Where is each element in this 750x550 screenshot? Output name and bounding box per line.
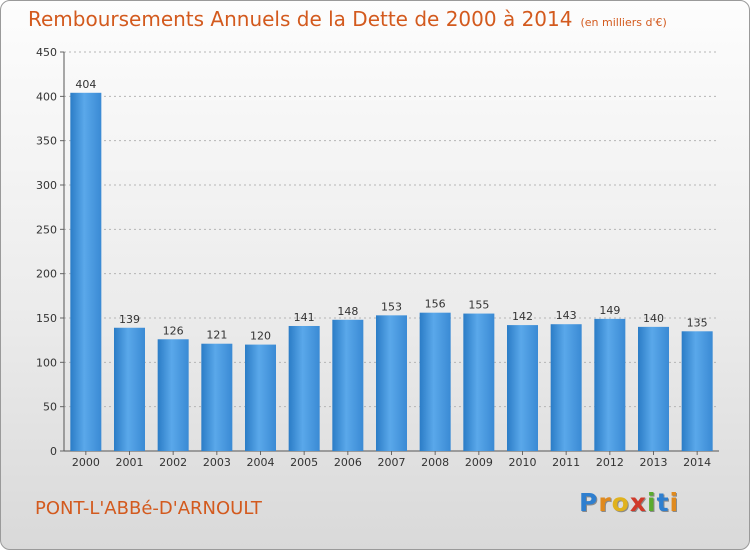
- bar: [594, 318, 626, 451]
- chart-title: Remboursements Annuels de la Dette de 20…: [28, 7, 573, 31]
- bar-value-label: 126: [163, 324, 184, 337]
- x-tick-label: 2002: [159, 456, 187, 469]
- logo-letter: i: [647, 488, 657, 517]
- y-tick-label: 150: [36, 312, 57, 325]
- bar-value-label: 404: [75, 78, 96, 91]
- x-tick-label: 2008: [421, 456, 449, 469]
- x-tick-label: 2006: [334, 456, 362, 469]
- logo-letter: o: [611, 488, 630, 517]
- bar-value-label: 149: [599, 304, 620, 317]
- bar: [288, 325, 320, 451]
- y-tick-label: 450: [36, 46, 57, 59]
- y-tick-label: 300: [36, 179, 57, 192]
- bar-value-label: 135: [687, 316, 708, 329]
- bar-value-label: 155: [468, 299, 489, 312]
- logo-letter: i: [669, 488, 680, 517]
- y-tick-label: 100: [36, 356, 57, 369]
- bar: [419, 312, 451, 451]
- bar: [550, 324, 582, 451]
- x-tick-label: 2007: [378, 456, 406, 469]
- x-tick-label: 2013: [640, 456, 668, 469]
- x-tick-label: 2005: [290, 456, 318, 469]
- bar: [245, 344, 276, 451]
- y-tick-label: 50: [43, 401, 57, 414]
- bar: [201, 343, 233, 451]
- x-tick-label: 2009: [465, 456, 493, 469]
- bar-value-label: 121: [206, 329, 227, 342]
- y-tick-label: 400: [36, 90, 57, 103]
- x-tick-label: 2010: [509, 456, 537, 469]
- bar: [376, 315, 407, 451]
- proxiti-logo: Proxiti: [579, 488, 679, 517]
- bar: [70, 92, 102, 451]
- chart-title-block: Remboursements Annuels de la Dette de 20…: [28, 7, 667, 31]
- x-tick-label: 2003: [203, 456, 231, 469]
- logo-letter: t: [656, 488, 670, 517]
- labels: 0 50 100 150 200 250 300 350 400 450 404 2000 139 200…: [36, 46, 711, 469]
- location-name: PONT-L'ABBé-D'ARNOULT: [35, 498, 262, 519]
- bar: [507, 325, 538, 451]
- bar: [681, 331, 713, 451]
- bar: [114, 327, 145, 451]
- y-tick-label: 350: [36, 135, 57, 148]
- logo-letter: r: [598, 488, 612, 517]
- bar: [332, 319, 364, 451]
- bar-value-label: 139: [119, 313, 140, 326]
- bar: [638, 326, 669, 451]
- bar: [157, 339, 189, 451]
- bar-value-label: 156: [425, 298, 446, 311]
- chart-subtitle: (en milliers d'€): [580, 16, 667, 29]
- bar-value-label: 143: [556, 309, 577, 322]
- y-tick-label: 0: [50, 445, 57, 458]
- bar-value-label: 140: [643, 312, 664, 325]
- x-tick-label: 2011: [552, 456, 580, 469]
- bar-value-label: 141: [294, 311, 315, 324]
- bar: [463, 313, 495, 451]
- bars: [70, 92, 713, 451]
- x-tick-label: 2014: [683, 456, 711, 469]
- y-tick-label: 200: [36, 268, 57, 281]
- bar-value-label: 148: [337, 305, 358, 318]
- x-tick-label: 2000: [72, 456, 100, 469]
- bar-value-label: 142: [512, 310, 533, 323]
- x-tick-label: 2012: [596, 456, 624, 469]
- y-tick-label: 250: [36, 223, 57, 236]
- bar-value-label: 120: [250, 330, 271, 343]
- x-tick-label: 2001: [116, 456, 144, 469]
- x-tick-label: 2004: [247, 456, 275, 469]
- logo-letter: x: [629, 488, 647, 517]
- logo-letter: P: [579, 488, 599, 517]
- bar-value-label: 153: [381, 300, 402, 313]
